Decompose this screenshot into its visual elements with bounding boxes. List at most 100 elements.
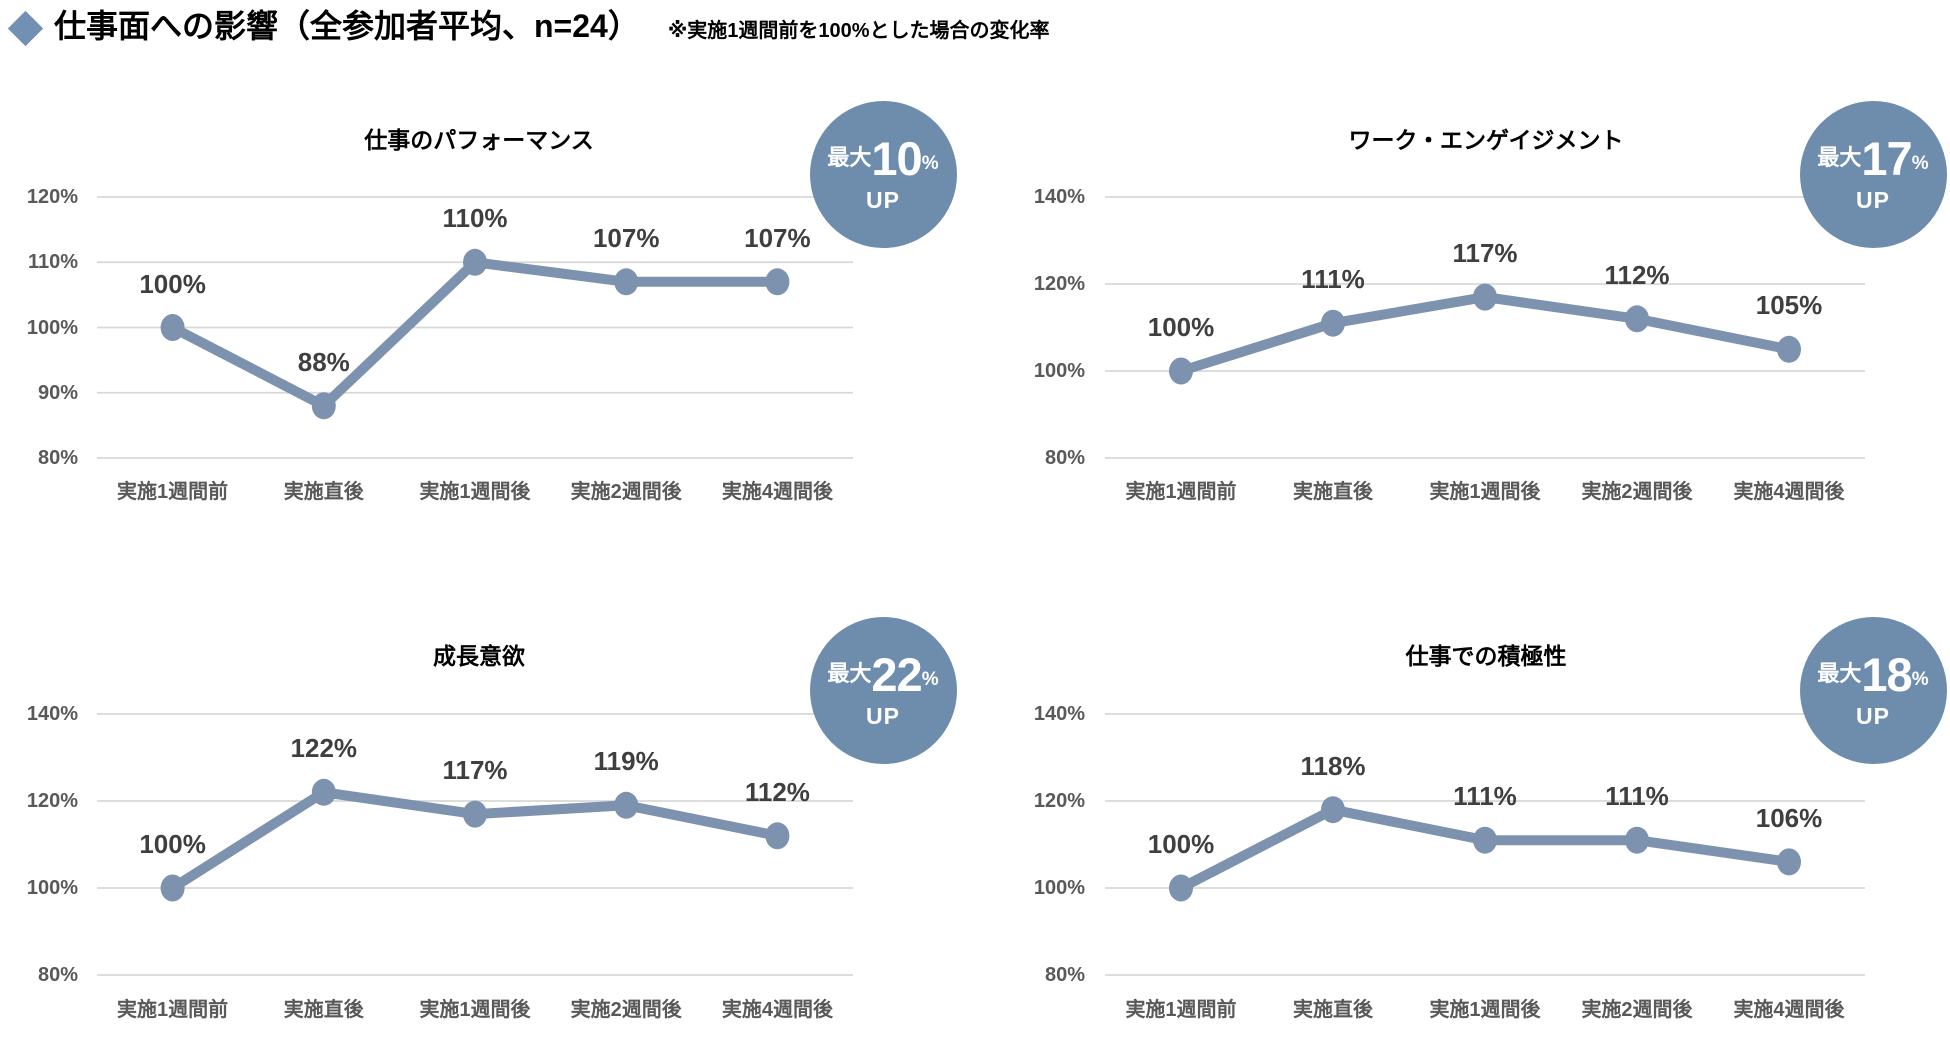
badge-value: 18	[1861, 647, 1912, 701]
x-tick-label: 実施1週間前	[1125, 999, 1237, 1021]
data-point-marker	[311, 778, 336, 806]
data-label: 111%	[1453, 781, 1517, 812]
data-label: 111%	[1301, 264, 1365, 295]
line-chart-plot	[1105, 713, 1865, 976]
data-point-marker	[1321, 309, 1345, 337]
data-label: 107%	[592, 222, 660, 253]
x-tick-label: 実施2週間後	[570, 999, 682, 1021]
chart-growth-motivation: 成長意欲 最大 22 % UP 140% 120% 100% 80% 実施1週間前 100…	[0, 596, 975, 1044]
max-up-badge: 最大 22 % UP	[809, 616, 957, 764]
badge-up-label: UP	[1856, 702, 1890, 729]
data-point-marker	[765, 268, 790, 296]
badge-prefix: 最大	[1817, 145, 1862, 170]
data-label: 100%	[1147, 312, 1215, 342]
x-tick-label: 実施直後	[283, 481, 364, 503]
data-point-marker	[1777, 848, 1801, 876]
max-up-badge: 最大 18 % UP	[1799, 616, 1947, 764]
y-tick-label: 100%	[1033, 877, 1085, 899]
data-point-marker	[160, 874, 185, 902]
data-series-line	[167, 257, 783, 411]
badge-value: 22	[871, 647, 922, 701]
badge-up-label: UP	[1856, 186, 1890, 213]
badge-up-label: UP	[866, 186, 900, 213]
page-note: ※実施1週間前を100%とした場合の変化率	[667, 20, 1050, 42]
data-label: 100%	[1147, 829, 1215, 859]
data-label: 122%	[290, 733, 358, 764]
badge-prefix: 最大	[827, 661, 872, 686]
data-point-marker	[1473, 283, 1497, 311]
chart-title: 仕事のパフォーマンス	[364, 127, 594, 153]
data-label: 118%	[1300, 750, 1366, 781]
chart-work-proactiveness: 仕事での積極性 最大 18 % UP 140% 120% 100% 80% 実施1週間前…	[975, 596, 1950, 1044]
data-label: 110%	[442, 203, 508, 234]
x-tick-label: 実施2週間後	[1581, 999, 1693, 1021]
data-label: 117%	[1452, 238, 1518, 269]
y-tick-label: 140%	[1033, 186, 1085, 208]
y-tick-label: 140%	[26, 703, 78, 725]
data-label: 105%	[1755, 290, 1823, 321]
x-tick-label: 実施4週間後	[1733, 999, 1845, 1021]
max-up-badge: 最大 10 % UP	[809, 100, 957, 248]
line-chart-plot	[97, 713, 853, 976]
data-point-marker	[1473, 826, 1497, 854]
data-label: 106%	[1755, 802, 1823, 833]
x-tick-label: 実施1週間後	[1429, 999, 1541, 1021]
badge-prefix: 最大	[1817, 661, 1862, 686]
y-tick-label: 80%	[1044, 447, 1085, 469]
badge-unit: %	[1911, 668, 1929, 690]
y-tick-label: 80%	[37, 964, 78, 986]
data-point-marker	[1321, 796, 1345, 824]
x-tick-label: 実施直後	[1293, 999, 1373, 1021]
x-tick-label: 実施2週間後	[1581, 481, 1693, 503]
y-tick-label: 80%	[37, 447, 78, 469]
x-tick-label: 実施4週間後	[1733, 481, 1845, 503]
y-tick-label: 80%	[1044, 964, 1085, 986]
data-label: 117%	[442, 755, 508, 786]
y-tick-label: 140%	[1033, 703, 1085, 725]
data-point-marker	[160, 314, 185, 341]
y-tick-label: 120%	[1033, 273, 1085, 295]
data-label: 88%	[297, 346, 350, 377]
x-tick-label: 実施1週間前	[117, 999, 229, 1021]
data-point-marker	[1625, 826, 1649, 854]
badge-unit: %	[921, 668, 939, 690]
x-tick-label: 実施直後	[283, 999, 364, 1021]
data-point-marker	[463, 248, 487, 276]
x-tick-label: 実施直後	[1293, 481, 1373, 503]
badge-up-label: UP	[866, 702, 900, 729]
badge-value: 17	[1861, 131, 1912, 185]
chart-title: 仕事での積極性	[1405, 643, 1567, 669]
data-point-marker	[765, 822, 790, 850]
data-point-marker	[311, 392, 336, 420]
max-up-badge: 最大 17 % UP	[1799, 100, 1947, 248]
line-chart-plot	[97, 196, 853, 459]
data-label: 111%	[1605, 781, 1669, 812]
x-tick-label: 実施4週間後	[721, 481, 833, 503]
chart-title: 成長意欲	[433, 643, 525, 669]
data-label: 112%	[744, 776, 810, 807]
badge-row: 最大 17 %	[1817, 135, 1928, 182]
data-label: 119%	[593, 746, 659, 777]
x-tick-label: 実施2週間後	[570, 481, 682, 503]
y-tick-label: 100%	[1033, 360, 1085, 382]
x-tick-label: 実施4週間後	[721, 999, 833, 1021]
data-label: 107%	[744, 222, 811, 253]
data-label: 112%	[1604, 259, 1670, 290]
data-point-marker	[614, 268, 639, 296]
badge-value: 10	[871, 131, 922, 185]
data-point-marker	[1777, 335, 1801, 363]
line-chart-plot	[1105, 196, 1865, 459]
data-point-marker	[1169, 874, 1193, 902]
x-tick-label: 実施1週間後	[419, 999, 531, 1021]
badge-row: 最大 10 %	[827, 135, 938, 182]
y-tick-label: 120%	[26, 790, 78, 812]
y-tick-label: 90%	[37, 381, 78, 404]
data-point-marker	[1169, 357, 1193, 385]
chart-title: ワーク・エンゲイジメント	[1348, 127, 1624, 153]
chart-work-engagement: ワーク・エンゲイジメント 最大 17 % UP 140% 120% 100% 80% 実…	[975, 80, 1950, 596]
x-tick-label: 実施1週間後	[419, 481, 531, 503]
y-tick-label: 100%	[26, 316, 78, 339]
y-tick-label: 100%	[26, 877, 78, 899]
data-point-marker	[463, 800, 487, 828]
